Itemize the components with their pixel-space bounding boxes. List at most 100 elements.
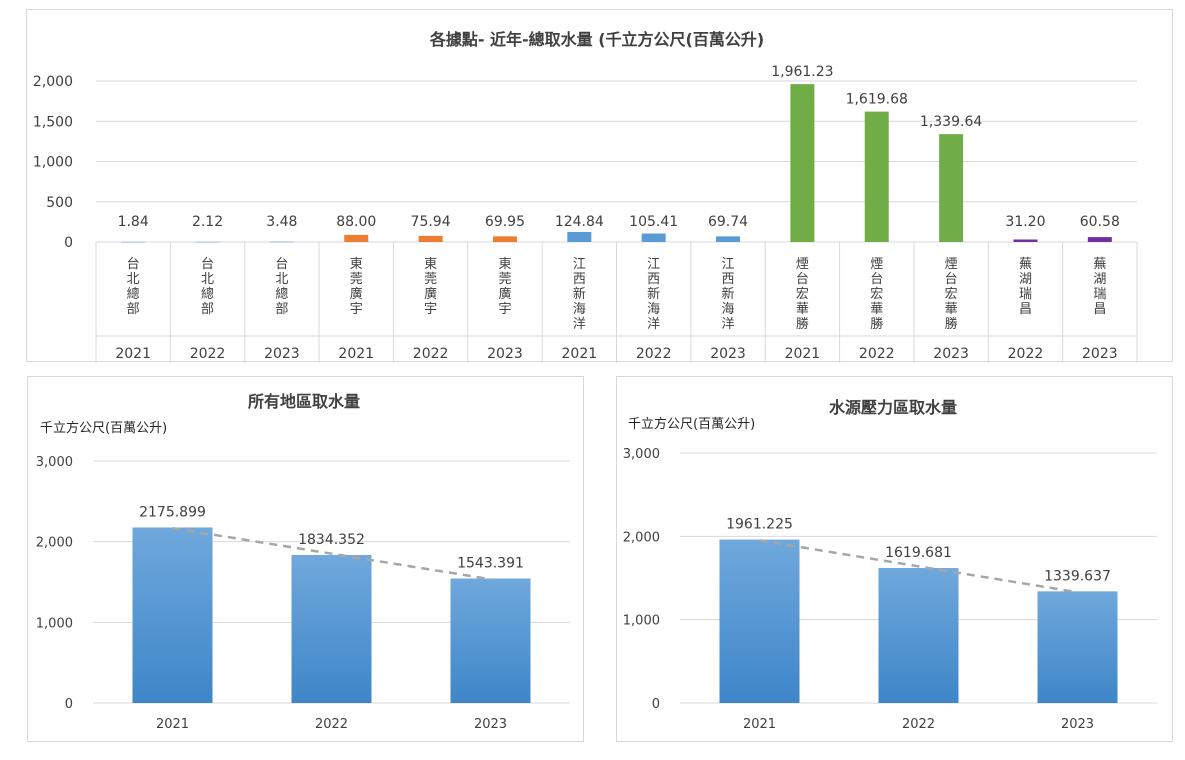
data-label: 2175.899 — [139, 504, 206, 520]
bar — [291, 555, 372, 703]
category-label-char: 瑞 — [1019, 287, 1032, 302]
bar — [1013, 239, 1038, 242]
category-label-char: 洋 — [722, 317, 735, 332]
y-tick-label: 1,000 — [36, 616, 73, 631]
category-year-label: 2021 — [338, 346, 374, 362]
y-tick-label: 0 — [65, 697, 73, 712]
category-label-char: 海 — [722, 302, 735, 317]
category-label-char: 北 — [201, 272, 214, 287]
category-label-char: 莞 — [350, 272, 363, 287]
category-label-char: 北 — [275, 272, 288, 287]
category-label-char: 宏 — [945, 287, 958, 302]
data-label: 69.74 — [708, 214, 748, 230]
category-label-char: 廣 — [424, 287, 437, 302]
category-label-char: 廣 — [498, 287, 511, 302]
category-label-char: 新 — [573, 286, 586, 302]
bar — [344, 234, 369, 242]
category-label-char: 莞 — [498, 272, 511, 287]
category-label-char: 洋 — [573, 317, 586, 332]
category-year-label: 2023 — [1082, 346, 1118, 362]
category-year-label: 2021 — [785, 346, 821, 362]
category-label-char: 西 — [722, 272, 735, 287]
water-stress-withdrawal-chart: 水源壓力區取水量 千立方公尺(百萬公升) 3,000 2,000 1,000 0 196… — [616, 376, 1173, 742]
category-label-char: 東 — [424, 256, 437, 272]
data-label: 1.84 — [118, 214, 149, 230]
data-label: 69.95 — [485, 214, 525, 230]
category-label-char: 宇 — [350, 302, 363, 317]
category-label-char: 華 — [870, 302, 883, 317]
trendline — [759, 539, 1078, 594]
category-label-char: 江 — [647, 257, 660, 272]
x-tick-label: 2021 — [156, 717, 189, 732]
bar — [269, 241, 294, 243]
y-tick-label: 2,000 — [33, 74, 73, 90]
data-label: 3.48 — [266, 214, 297, 230]
x-tick-label: 2023 — [474, 717, 507, 732]
category-label-char: 北 — [127, 272, 140, 287]
category-year-label: 2022 — [190, 346, 226, 362]
bar — [1037, 591, 1118, 703]
category-label-char: 宏 — [796, 287, 809, 302]
category-label-char: 江 — [573, 257, 586, 272]
category-year-label: 2023 — [710, 346, 746, 362]
bar — [641, 233, 666, 242]
bar — [864, 111, 889, 243]
category-label-char: 廣 — [350, 287, 363, 302]
y-tick-label: 2,000 — [36, 536, 73, 551]
category-label-char: 蕪 — [1019, 257, 1032, 272]
data-label: 1339.637 — [1044, 568, 1111, 584]
category-label-char: 海 — [647, 302, 660, 317]
category-label-char: 總 — [275, 286, 288, 302]
data-label: 105.41 — [629, 214, 678, 230]
bar — [719, 539, 800, 703]
category-year-label: 2022 — [636, 346, 672, 362]
category-label-char: 東 — [498, 256, 511, 272]
all-regions-withdrawal-chart: 所有地區取水量 千立方公尺(百萬公升) 3,000 2,000 1,000 0 2175… — [27, 376, 584, 742]
water-stress-withdrawal-svg: 水源壓力區取水量 千立方公尺(百萬公升) 3,000 2,000 1,000 0 196… — [623, 398, 1157, 732]
category-label-char: 昌 — [1019, 302, 1032, 317]
data-label: 2.12 — [192, 214, 223, 230]
y-tick-label: 500 — [46, 195, 73, 211]
y-axis-unit-label: 千立方公尺(百萬公升) — [40, 420, 167, 436]
category-label-char: 江 — [722, 257, 735, 272]
y-tick-label: 1,000 — [33, 155, 73, 171]
site-water-withdrawal-chart: 各據點- 近年-總取水量 (千立方公尺(百萬公升) 2,000 1,500 1,00… — [26, 9, 1173, 363]
y-tick-label: 2,000 — [623, 530, 660, 545]
category-label-char: 部 — [127, 302, 140, 317]
category-label-char: 華 — [796, 302, 809, 317]
category-label-char: 總 — [201, 286, 214, 302]
category-label-char: 海 — [573, 302, 586, 317]
bar — [132, 527, 213, 703]
category-year-label: 2022 — [413, 346, 449, 362]
bar — [567, 231, 592, 242]
category-label-char: 總 — [127, 286, 140, 302]
data-label: 1,339.64 — [920, 114, 982, 130]
category-label-char: 台 — [275, 257, 288, 272]
category-label-char: 蕪 — [1093, 257, 1106, 272]
category-label-char: 新 — [722, 286, 735, 302]
bar — [121, 241, 146, 243]
bar — [716, 236, 741, 242]
data-label: 1834.352 — [298, 532, 365, 548]
category-label-char: 勝 — [796, 317, 809, 332]
category-year-label: 2023 — [487, 346, 523, 362]
y-tick-label: 3,000 — [36, 455, 73, 470]
data-label: 1619.681 — [885, 545, 952, 561]
data-label: 1,619.68 — [846, 92, 908, 108]
all-regions-withdrawal-svg: 所有地區取水量 千立方公尺(百萬公升) 3,000 2,000 1,000 0 2175… — [36, 392, 570, 732]
x-tick-label: 2023 — [1061, 717, 1094, 732]
category-label-char: 台 — [127, 257, 140, 272]
bar — [418, 235, 443, 242]
data-label: 60.58 — [1080, 214, 1120, 230]
x-tick-label: 2022 — [902, 717, 935, 732]
bar — [1087, 237, 1112, 242]
category-label-char: 煙 — [870, 257, 883, 272]
chart-title: 所有地區取水量 — [248, 392, 360, 411]
y-tick-label: 0 — [652, 697, 660, 712]
category-label-char: 宇 — [424, 302, 437, 317]
chart-title: 水源壓力區取水量 — [829, 398, 957, 417]
category-label-char: 莞 — [424, 272, 437, 287]
data-label: 1961.225 — [726, 517, 793, 533]
category-label-char: 台 — [796, 272, 809, 287]
bar — [939, 134, 964, 242]
